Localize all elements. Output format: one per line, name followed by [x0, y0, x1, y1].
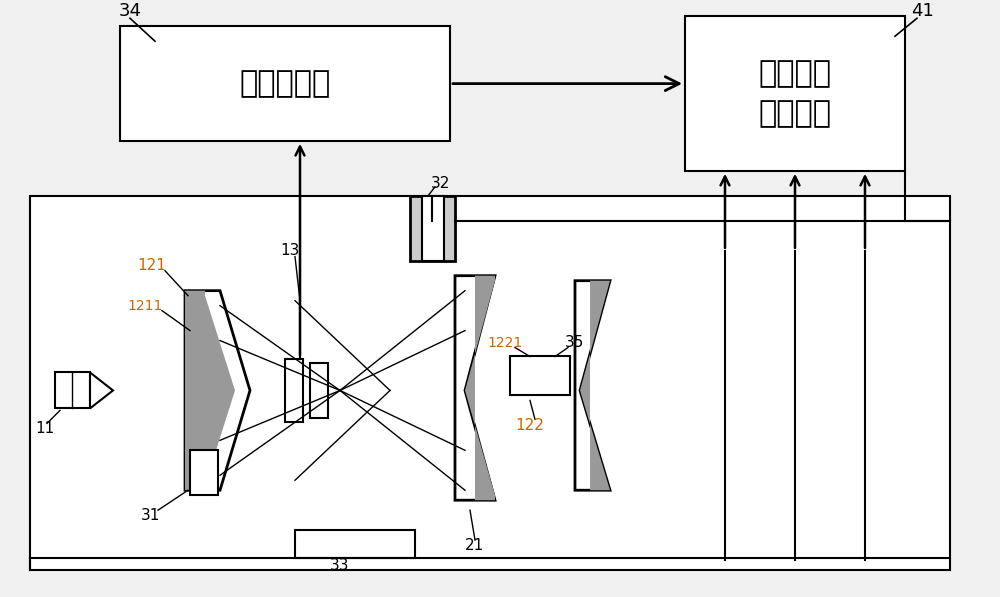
Polygon shape [90, 373, 113, 408]
Bar [295, 530, 415, 558]
Text: 1221: 1221 [487, 336, 523, 350]
Polygon shape [465, 276, 495, 500]
Bar [30, 196, 950, 570]
Polygon shape [580, 281, 610, 490]
Polygon shape [465, 276, 495, 500]
Bar [410, 196, 455, 261]
Polygon shape [575, 281, 610, 490]
Bar [285, 359, 303, 423]
Text: 信号采集
处理装置: 信号采集 处理装置 [759, 59, 832, 128]
Text: 21: 21 [465, 538, 485, 553]
Text: 33: 33 [330, 558, 350, 573]
Text: 41: 41 [912, 2, 934, 20]
Bar [120, 26, 450, 141]
Text: 34: 34 [119, 2, 142, 20]
Text: 13: 13 [280, 243, 300, 259]
Text: 1211: 1211 [127, 298, 163, 313]
Text: 11: 11 [35, 421, 55, 436]
Bar [190, 450, 218, 496]
Polygon shape [455, 276, 495, 500]
Text: 32: 32 [430, 176, 450, 192]
Text: 121: 121 [138, 259, 166, 273]
Polygon shape [185, 291, 250, 490]
Bar [55, 373, 90, 408]
Text: 35: 35 [565, 335, 585, 350]
Text: 122: 122 [516, 418, 544, 433]
Bar [510, 356, 570, 395]
Bar [422, 196, 444, 261]
Polygon shape [185, 291, 235, 490]
Text: 锁相放大器: 锁相放大器 [239, 69, 331, 98]
Bar [685, 16, 905, 171]
Bar [310, 362, 328, 418]
Text: 31: 31 [140, 507, 160, 523]
